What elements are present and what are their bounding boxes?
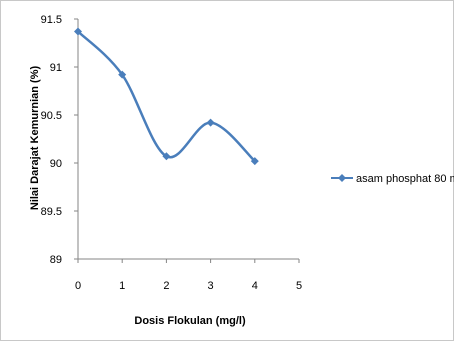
y-tick-label: 90.5 bbox=[41, 110, 62, 122]
y-tick-label: 91.5 bbox=[41, 14, 62, 26]
x-tick-labels: 0 1 2 3 4 5 bbox=[75, 280, 302, 292]
y-tick-label: 89.5 bbox=[41, 206, 62, 218]
data-point-marker bbox=[206, 118, 215, 127]
x-tick-label: 3 bbox=[208, 280, 214, 292]
legend: asam phosphat 80 mg/L bbox=[331, 173, 454, 185]
x-tick-label: 4 bbox=[252, 280, 258, 292]
y-tick-label: 89 bbox=[50, 254, 62, 266]
y-tick-label: 90 bbox=[50, 158, 62, 170]
data-point-marker bbox=[74, 27, 82, 36]
data-point-marker bbox=[162, 152, 171, 161]
legend-marker bbox=[338, 174, 346, 182]
x-tick-label: 2 bbox=[163, 280, 169, 292]
legend-label: asam phosphat 80 mg/L bbox=[356, 173, 454, 185]
x-axis-title: Dosis Flokulan (mg/l) bbox=[134, 315, 246, 327]
y-axis-title: Nilai Darajat Kemurnian (%) bbox=[29, 66, 41, 211]
series-line bbox=[77, 30, 256, 163]
axes bbox=[74, 18, 300, 263]
x-tick-label: 5 bbox=[296, 280, 302, 292]
data-point-marker bbox=[118, 70, 127, 79]
y-tick-label: 91 bbox=[50, 62, 62, 74]
y-tick-labels: 89 89.5 90 90.5 91 91.5 bbox=[41, 14, 62, 266]
data-point-marker bbox=[250, 157, 259, 166]
x-tick-label: 0 bbox=[75, 280, 81, 292]
x-tick-label: 1 bbox=[119, 280, 125, 292]
series-layer bbox=[74, 27, 259, 166]
